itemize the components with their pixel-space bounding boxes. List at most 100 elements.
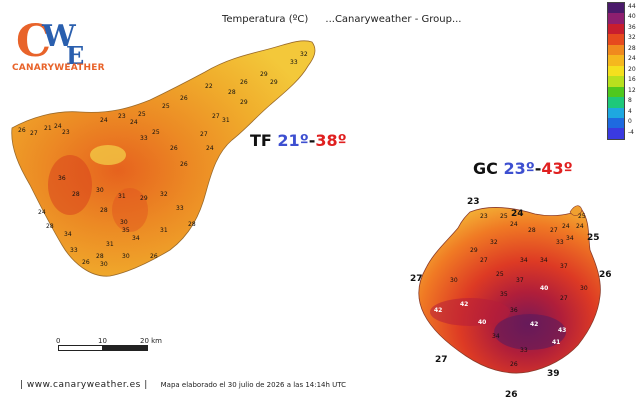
tf-station-value: 31 [118, 193, 126, 200]
legend-tick: 4 [628, 107, 632, 115]
tf-max: 38º [315, 131, 347, 150]
tf-station-value: 36 [58, 175, 66, 182]
scale-seg-1 [58, 345, 104, 351]
legend-color-9 [608, 97, 624, 108]
tf-station-value: 30 [96, 187, 104, 194]
gc-station-value: 32 [490, 239, 498, 246]
legend-color-2 [608, 23, 624, 35]
legend-tick: 12 [628, 86, 636, 94]
gc-station-value: 26 [510, 361, 518, 368]
legend-tick: 8 [628, 97, 632, 105]
tf-station-value: 27 [212, 113, 220, 120]
gc-station-value: 27 [560, 295, 568, 302]
tf-station-value: 28 [46, 223, 54, 230]
tf-station-value: 26 [150, 253, 158, 260]
scale-label-0: 0 [56, 337, 61, 345]
gc-station-value: 34 [520, 257, 528, 264]
legend-tick: 16 [628, 76, 636, 84]
gran-canaria-island [418, 207, 601, 374]
gc-range-label: GC 23º-43º [473, 159, 573, 178]
tf-value-labels: 26 27212324242324252526222826293233292931… [18, 51, 308, 268]
legend-tick: 24 [628, 55, 636, 63]
legend-color-8 [608, 86, 624, 98]
gc-station-value: 34 [540, 257, 548, 264]
legend-tick: 40 [628, 13, 636, 21]
legend-color-3 [608, 34, 624, 45]
tf-station-value: 29 [140, 195, 148, 202]
tf-station-value: 35 [122, 227, 130, 234]
tf-station-value: 24 [38, 209, 46, 216]
tf-min: 21º [277, 131, 309, 150]
tf-station-value: 30 [120, 219, 128, 226]
gc-station-value: 24 [510, 221, 518, 228]
logo-letter-w: W [41, 19, 77, 54]
gc-station-value: 24 [576, 223, 584, 230]
tf-station-value: 22 [205, 83, 213, 90]
gc-station-value: 42 [530, 321, 538, 328]
gc-station-value: 25 [578, 213, 586, 220]
gc-station-value: 30 [450, 277, 458, 284]
legend-color-10 [608, 107, 624, 118]
legend-tick: 44 [628, 3, 636, 10]
gc-dash: - [534, 159, 542, 178]
tf-station-value: 26 [180, 95, 188, 102]
tf-station-value: 31 [106, 241, 114, 248]
tf-station-value: 33 [70, 247, 78, 254]
tenerife-island [11, 40, 316, 277]
tf-station-value: 23 [118, 113, 126, 120]
gc-station-value: 40 [540, 285, 548, 292]
gc-station-value: 28 [528, 227, 536, 234]
teide-summit [90, 145, 126, 165]
legend-color-0 [608, 3, 624, 14]
logo-letter-e: E [66, 41, 84, 70]
tf-station-value: 25 [138, 111, 146, 118]
tf-station-value: 23 [62, 129, 70, 136]
gc-station-value: 43 [558, 327, 566, 334]
tf-name: TF [250, 131, 272, 150]
gc-coast-value-ne: 25 [587, 233, 600, 243]
tf-station-value: 21 [44, 125, 52, 132]
tf-station-value: 26 [180, 161, 188, 168]
gc-coast-value-e: 26 [599, 270, 612, 280]
gc-coast-value-n2: 24 [511, 209, 524, 219]
tf-station-value: 24 [100, 117, 108, 124]
gc-station-value: 30 [580, 285, 588, 292]
scale-label-10: 10 [98, 337, 107, 345]
tf-station-value: 26 [18, 127, 26, 134]
gc-station-value: 40 [478, 319, 486, 326]
map-credit: ...Canaryweather - Group... [325, 14, 462, 25]
tf-station-value: 29 [270, 79, 278, 86]
legend-tick: 28 [628, 44, 636, 52]
scale-seg-2 [102, 345, 148, 351]
logo-letter-c: C [16, 16, 51, 67]
tf-station-value: 30 [100, 261, 108, 268]
scale-bar [58, 345, 150, 351]
gc-station-value: 25 [496, 271, 504, 278]
map-footer: | www.canaryweather.es | Mapa elaborado … [20, 380, 346, 390]
tf-station-value: 34 [64, 231, 72, 238]
tf-station-value: 25 [162, 103, 170, 110]
gc-station-value: 34 [566, 235, 574, 242]
tf-station-value: 26 [240, 79, 248, 86]
tf-station-value: 30 [122, 253, 130, 260]
tf-dash: - [308, 131, 316, 150]
tf-station-value: 27 [200, 131, 208, 138]
tf-station-value: 33 [290, 59, 298, 66]
gc-station-value: 27 [550, 227, 558, 234]
temperature-legend [607, 2, 625, 140]
gc-station-value: 34 [492, 333, 500, 340]
gc-station-value: 35 [500, 291, 508, 298]
gc-station-value: 37 [560, 263, 568, 270]
canaryweather-logo: C W E [16, 16, 84, 70]
tf-station-value: 26 [170, 145, 178, 152]
footer-note: Mapa elaborado el 30 julio de 2026 a las… [160, 381, 347, 389]
isleta-peninsula [569, 205, 583, 216]
tf-station-value: 31 [222, 117, 230, 124]
tf-station-value: 28 [188, 221, 196, 228]
gc-station-value: 33 [556, 239, 564, 246]
tf-station-value: 26 [82, 259, 90, 266]
tf-hot-zone [48, 155, 92, 215]
tf-station-value: 28 [228, 89, 236, 96]
